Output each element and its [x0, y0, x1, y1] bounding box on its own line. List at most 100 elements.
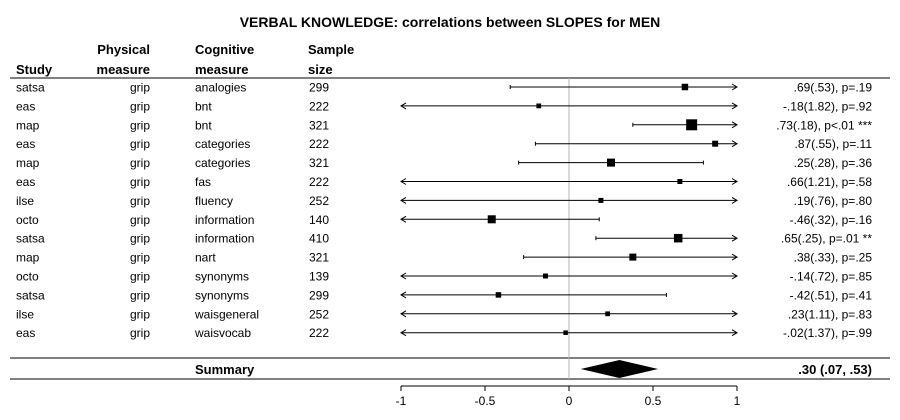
estimate-label: .23(1.11), p=.83: [788, 307, 872, 321]
study-name: map: [16, 156, 40, 170]
estimate-label: .87(.55), p=.11: [795, 137, 873, 151]
study-name: eas: [16, 99, 35, 113]
physical-measure: grip: [130, 194, 150, 208]
arrow-right: [731, 140, 738, 148]
point-estimate: [542, 273, 548, 279]
table-row: map grip bnt 321 .73(.18), p<.01 ***: [16, 118, 872, 132]
cognitive-measure: synonyms: [195, 270, 249, 284]
arrow-left: [400, 310, 407, 318]
sample-size: 299: [309, 288, 329, 302]
sample-size: 222: [309, 137, 329, 151]
table-row: ilse grip waisgeneral 252 .23(1.11), p=.83: [16, 307, 872, 321]
summary-row: Summary .30 (.07, .53): [195, 360, 872, 378]
header-sample-line1: Sample: [308, 42, 354, 57]
point-estimate: [686, 119, 698, 131]
header-cognitive-line2: measure: [195, 62, 248, 77]
physical-measure: grip: [130, 326, 150, 340]
estimate-label: .65(.25), p=.01 **: [781, 232, 872, 246]
estimate-label: -.42(.51), p=.41: [790, 288, 873, 302]
cognitive-measure: waisgeneral: [194, 307, 259, 321]
x-axis: -1 -0.5 0 0.5 1: [396, 385, 741, 408]
point-estimate: [712, 140, 719, 147]
arrow-left: [400, 272, 407, 280]
study-name: ilse: [16, 307, 34, 321]
arrow-right: [731, 310, 738, 318]
arrow-right: [731, 329, 738, 337]
table-row: satsa grip synonyms 299 -.42(.51), p=.41: [16, 288, 872, 302]
sample-size: 321: [309, 251, 329, 265]
arrow-right: [731, 121, 738, 129]
point-estimate: [495, 292, 502, 298]
summary-estimate-label: .30 (.07, .53): [798, 362, 872, 377]
table-row: eas grip fas 222 .66(1.21), p=.58: [16, 175, 872, 189]
physical-measure: grip: [130, 213, 150, 227]
x-tick-label: 0: [566, 394, 573, 408]
point-estimate: [673, 233, 683, 243]
estimate-label: .73(.18), p<.01 ***: [776, 118, 872, 132]
sample-size: 139: [309, 270, 329, 284]
sample-size: 140: [309, 213, 329, 227]
point-estimate: [563, 330, 568, 335]
arrow-right: [731, 272, 738, 280]
sample-size: 222: [309, 99, 329, 113]
estimate-label: .25(.28), p=.36: [794, 156, 873, 170]
plot-frame: [10, 77, 890, 380]
point-estimate: [629, 253, 637, 261]
cognitive-measure: bnt: [195, 118, 212, 132]
cognitive-measure: information: [195, 232, 254, 246]
sample-size: 410: [309, 232, 329, 246]
physical-measure: grip: [130, 118, 150, 132]
table-row: ilse grip fluency 252 .19(.76), p=.80: [16, 194, 872, 208]
study-name: map: [16, 118, 40, 132]
cognitive-measure: bnt: [195, 99, 212, 113]
physical-measure: grip: [130, 232, 150, 246]
estimate-label: -.18(1.82), p=.92: [783, 99, 872, 113]
arrow-left: [400, 178, 407, 185]
sample-size: 252: [309, 307, 329, 321]
point-estimate: [487, 215, 496, 224]
arrow-left: [400, 196, 407, 204]
physical-measure: grip: [130, 288, 150, 302]
header-sample-line2: size: [308, 62, 333, 77]
estimate-label: .66(1.21), p=.58: [787, 175, 872, 189]
table-row: satsa grip information 410 .65(.25), p=.01 *…: [16, 232, 872, 246]
sample-size: 222: [309, 175, 329, 189]
cognitive-measure: fas: [195, 175, 211, 189]
arrow-right: [731, 178, 738, 185]
study-name: eas: [16, 175, 35, 189]
arrow-left: [400, 102, 407, 110]
estimate-label: -.46(.32), p=.16: [790, 213, 873, 227]
arrow-right: [731, 234, 738, 242]
table-row: eas grip categories 222 .87(.55), p=.11: [16, 137, 872, 151]
point-estimate: [677, 179, 683, 184]
estimate-label: -.14(.72), p=.85: [790, 270, 873, 284]
point-estimate: [607, 158, 615, 167]
summary-label: Summary: [195, 362, 255, 377]
sample-size: 222: [309, 326, 329, 340]
point-estimate: [536, 103, 542, 109]
physical-measure: grip: [130, 99, 150, 113]
physical-measure: grip: [130, 137, 150, 151]
cognitive-measure: fluency: [195, 194, 233, 208]
sample-size: 299: [309, 81, 329, 95]
physical-measure: grip: [130, 307, 150, 321]
arrow-left: [400, 215, 407, 223]
arrow-left: [400, 329, 407, 337]
table-row: map grip categories 321 .25(.28), p=.36: [16, 156, 872, 170]
table-row: eas grip waisvocab 222 -.02(1.37), p=.99: [16, 326, 872, 340]
x-tick-label: 1: [734, 394, 741, 408]
study-name: satsa: [16, 81, 45, 95]
header-cognitive-line1: Cognitive: [195, 42, 254, 57]
arrow-right: [731, 253, 738, 261]
physical-measure: grip: [130, 156, 150, 170]
sample-size: 321: [309, 118, 329, 132]
estimate-label: -.02(1.37), p=.99: [783, 326, 872, 340]
x-tick-label: -1: [396, 394, 407, 408]
cognitive-measure: synonyms: [195, 288, 249, 302]
x-tick-label: -0.5: [475, 394, 496, 408]
cognitive-measure: analogies: [195, 81, 246, 95]
cognitive-measure: information: [195, 213, 254, 227]
summary-diamond: [580, 360, 659, 378]
study-name: satsa: [16, 288, 45, 302]
